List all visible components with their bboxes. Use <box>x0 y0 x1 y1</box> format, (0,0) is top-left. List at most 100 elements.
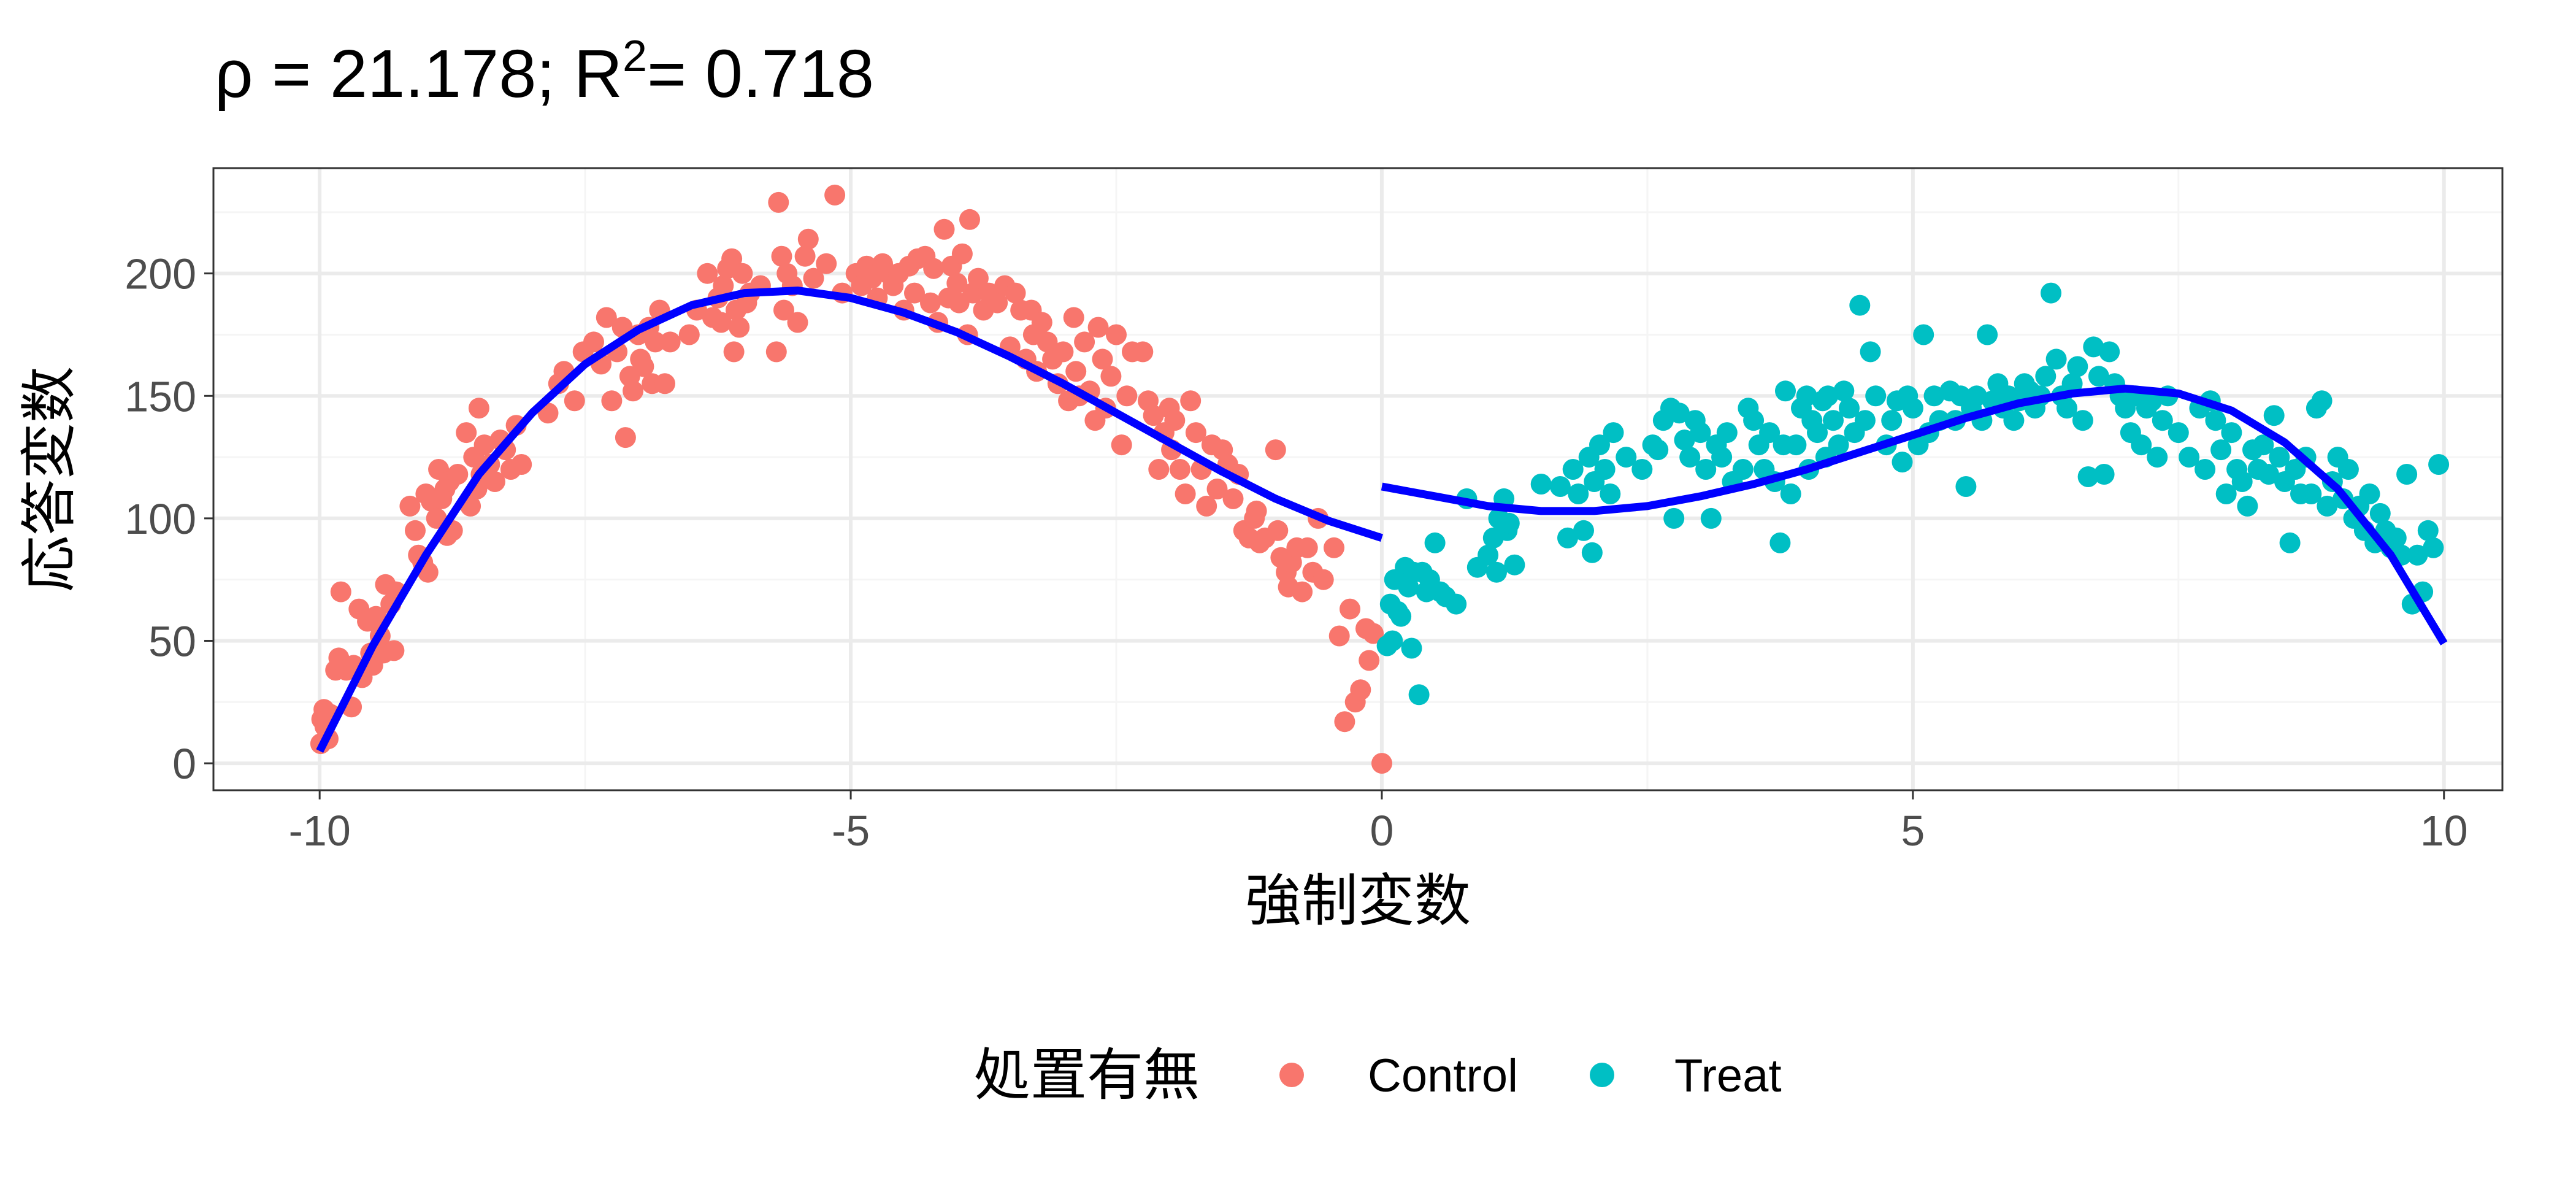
treat-point <box>2231 471 2253 492</box>
legend-label-treat: Treat <box>1674 1050 1782 1102</box>
treat-point <box>1817 385 1839 407</box>
control-point <box>659 331 681 353</box>
treat-point <box>1923 385 1945 407</box>
treat-point <box>2269 447 2290 468</box>
treat-point <box>2088 366 2109 387</box>
treat-point <box>1743 410 1765 431</box>
control-point <box>1222 488 1244 509</box>
y-tick-label: 200 <box>125 250 196 298</box>
control-point <box>923 258 945 279</box>
y-tick-label: 0 <box>172 740 196 788</box>
treat-point <box>1390 606 1412 627</box>
treat-point <box>1674 429 1695 451</box>
fit-line-control <box>316 287 1383 753</box>
treat-point <box>2311 390 2333 412</box>
y-tick-label: 50 <box>148 617 196 665</box>
control-point <box>861 268 883 289</box>
control-point <box>468 398 489 419</box>
x-tick-label: 5 <box>1901 807 1925 855</box>
fit-lines <box>316 287 2448 753</box>
treat-point <box>1603 422 1624 444</box>
treat-point <box>1679 447 1701 468</box>
treat-point <box>2317 495 2338 517</box>
legend-key-control <box>1279 1063 1304 1087</box>
treat-point <box>2385 527 2407 549</box>
control-point <box>933 218 955 240</box>
control-point <box>697 263 718 284</box>
control-point <box>484 471 505 492</box>
control-point <box>951 243 973 264</box>
control-point <box>1005 282 1026 304</box>
control-point <box>1297 537 1318 558</box>
control-point <box>1065 361 1087 382</box>
treat-point <box>2210 439 2232 461</box>
treat-point <box>1549 476 1571 497</box>
control-point <box>583 331 604 353</box>
treat-point <box>1647 439 1669 461</box>
treat-point <box>1600 483 1621 504</box>
treat-point <box>2279 532 2301 553</box>
treat-point <box>1854 410 1876 431</box>
control-point <box>773 299 794 321</box>
control-point <box>1031 312 1052 333</box>
control-point <box>765 341 787 363</box>
chart-title-suffix: = 0.718 <box>647 36 874 112</box>
control-point <box>797 228 819 250</box>
treat-point <box>2417 520 2439 541</box>
treat-point <box>1668 402 1690 424</box>
control-point <box>1363 623 1384 644</box>
control-point <box>615 427 636 448</box>
plot-panel <box>212 167 2504 791</box>
treat-point <box>1769 532 1791 553</box>
treat-point <box>2369 502 2391 524</box>
treat-point <box>1631 459 1653 480</box>
treat-point <box>1881 410 1903 431</box>
legend-label-control: Control <box>1368 1050 1518 1102</box>
treat-point <box>2237 495 2258 517</box>
treat-point <box>1796 385 1817 407</box>
treat-point <box>1823 410 1844 431</box>
treat-point <box>1568 483 1589 504</box>
control-point <box>816 253 837 274</box>
control-point <box>473 434 495 456</box>
treat-point <box>1573 520 1594 541</box>
chart-title-superscript: 2 <box>623 32 647 81</box>
y-tick-label: 150 <box>125 372 196 420</box>
control-point <box>1074 331 1095 353</box>
chart-title-prefix: ρ = 21.178; R <box>215 36 623 112</box>
treat-point <box>2168 422 2189 444</box>
control-point <box>1267 520 1289 541</box>
treat-point <box>2423 537 2444 558</box>
treat-point <box>1828 434 1849 456</box>
control-point <box>645 331 666 353</box>
treat-point <box>1807 422 1828 444</box>
treat-point <box>1616 447 1637 468</box>
treat-point <box>2179 447 2200 468</box>
treat-point <box>1663 507 1685 529</box>
control-point <box>1116 385 1138 407</box>
y-axis: 0 50 100 150 200 <box>125 250 213 788</box>
control-point <box>1185 422 1206 444</box>
treat-point <box>1892 452 1913 473</box>
treat-point <box>1695 459 1717 480</box>
treat-point <box>1581 542 1603 563</box>
treat-point <box>2253 434 2274 456</box>
control-point <box>596 307 617 328</box>
treat-point <box>1700 507 1722 529</box>
treat-point <box>1849 294 1871 316</box>
control-point <box>1246 500 1267 522</box>
treat-point <box>2041 282 2061 304</box>
control-point <box>1206 479 1228 499</box>
treat-point <box>2301 483 2322 504</box>
control-point <box>456 422 477 444</box>
treat-point <box>1562 459 1584 480</box>
treat-point <box>2396 464 2418 485</box>
control-point <box>729 317 750 338</box>
y-tick-label: 100 <box>125 495 196 543</box>
control-point <box>946 272 968 294</box>
fit-line-treat <box>1381 384 2448 645</box>
control-point <box>1180 390 1202 412</box>
control-point <box>1132 341 1154 363</box>
panel-border <box>212 167 2504 791</box>
